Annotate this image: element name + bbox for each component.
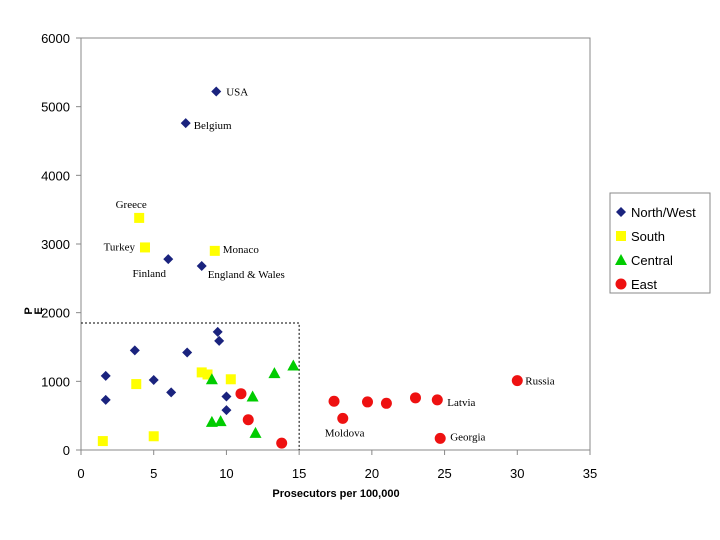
x-tick-label: 30 (510, 466, 524, 481)
point-label: Turkey (104, 241, 136, 253)
legend-label: Central (631, 253, 673, 268)
series-south (97, 212, 236, 447)
data-point (380, 397, 392, 409)
data-point (225, 374, 236, 385)
x-tick-label: 10 (219, 466, 233, 481)
point-label: Russia (525, 376, 554, 388)
point-label: Moldova (325, 427, 365, 439)
series-central (205, 359, 300, 438)
data-point (148, 374, 159, 385)
data-point (409, 392, 421, 404)
data-point (337, 412, 349, 424)
point-label: USA (226, 87, 248, 99)
plot-area (80, 37, 591, 451)
data-point (100, 370, 111, 381)
data-point (163, 254, 174, 265)
y-axis-label: P (23, 307, 35, 314)
legend-marker (616, 231, 626, 241)
legend-box (609, 192, 711, 294)
data-point (249, 426, 262, 438)
series-north-west (100, 86, 232, 416)
data-point (212, 326, 223, 337)
data-point (196, 260, 207, 271)
legend-label: East (631, 277, 657, 292)
data-point (434, 432, 446, 444)
x-tick-label: 35 (583, 466, 597, 481)
y-tick-label: 4000 (41, 168, 70, 183)
y-tick-label: 1000 (41, 374, 70, 389)
x-axis-label: Prosecutors per 100,000 (272, 488, 399, 500)
data-point (511, 375, 523, 387)
point-label: England & Wales (208, 269, 285, 281)
data-point (431, 394, 443, 406)
data-point (246, 390, 259, 402)
y-axis-label-sub: E (33, 307, 45, 314)
point-label: Greece (116, 199, 147, 211)
legend-marker (616, 207, 626, 217)
y-tick-label: 5000 (41, 100, 70, 115)
data-point (214, 415, 227, 427)
y-tick-label: 3000 (41, 237, 70, 252)
data-point (205, 415, 218, 427)
data-point (205, 373, 218, 385)
x-tick-label: 15 (292, 466, 306, 481)
y-tick-label: 0 (63, 443, 70, 458)
data-point (139, 242, 150, 253)
data-point (166, 387, 177, 398)
legend-label: South (631, 229, 665, 244)
data-point (129, 345, 140, 356)
data-point (242, 414, 254, 426)
point-label: Monaco (223, 244, 260, 256)
series-east (235, 375, 523, 449)
data-point (361, 396, 373, 408)
data-point (211, 86, 222, 97)
x-tick-label: 20 (365, 466, 379, 481)
data-point (214, 335, 225, 346)
x-tick-label: 25 (437, 466, 451, 481)
reference-box (81, 322, 300, 450)
data-point (287, 359, 300, 371)
data-point (134, 212, 145, 223)
data-point (180, 118, 191, 129)
point-label: Georgia (450, 431, 485, 443)
data-point (100, 394, 111, 405)
point-label: Belgium (194, 120, 232, 132)
data-point (268, 367, 281, 379)
point-label: Latvia (447, 397, 475, 409)
data-point (97, 436, 108, 447)
x-tick-label: 5 (150, 466, 157, 481)
y-tick-label: 6000 (41, 31, 70, 46)
data-point (196, 367, 207, 378)
x-tick-label: 0 (77, 466, 84, 481)
data-point (148, 431, 159, 442)
legend-label: North/West (631, 205, 696, 220)
y-tick-label: 2000 (41, 306, 70, 321)
data-point (182, 347, 193, 358)
data-point (276, 437, 288, 449)
data-point (328, 395, 340, 407)
data-point (202, 369, 213, 380)
data-point (221, 405, 232, 416)
data-point (221, 391, 232, 402)
data-point (131, 379, 142, 390)
y-axis-label-group: P E (23, 307, 45, 314)
legend-marker (615, 254, 627, 265)
data-point (235, 388, 247, 400)
point-label: Finland (132, 268, 166, 280)
legend-marker (615, 278, 627, 290)
data-point (209, 245, 220, 256)
